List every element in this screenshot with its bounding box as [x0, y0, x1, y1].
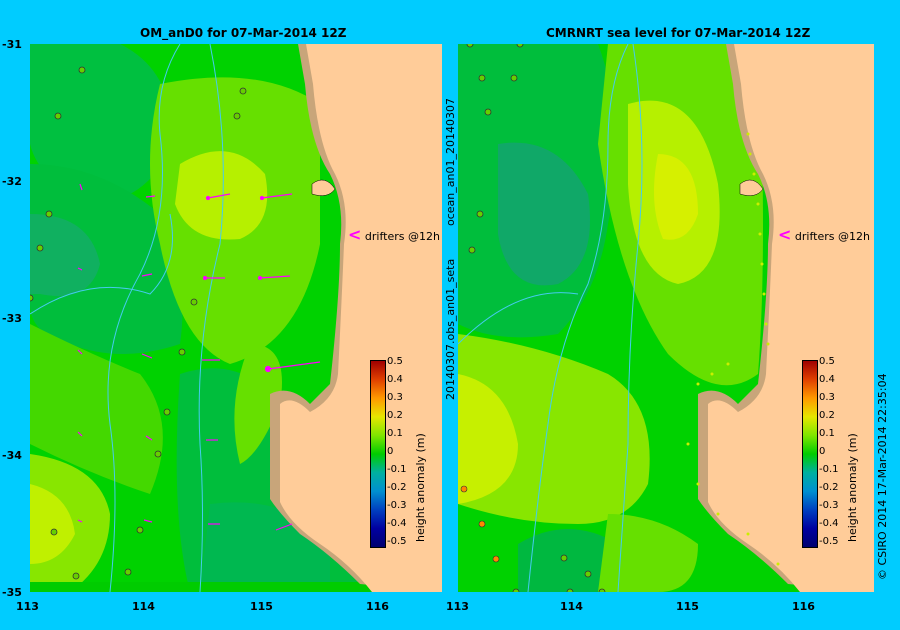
bathymetry-contour — [527, 44, 629, 592]
high-anomaly-region — [234, 344, 282, 464]
colorbar-tick: 0.3 — [819, 392, 835, 403]
colorbar-tick: -0.2 — [387, 482, 407, 493]
bathymetry-contour — [107, 44, 181, 592]
high-anomaly-center — [654, 154, 698, 240]
colorbar-tick: 0.1 — [387, 428, 403, 439]
high-anomaly-region — [30, 324, 163, 494]
colorbar-label: height anomaly (m) — [846, 433, 859, 542]
colorbar-tick: -0.4 — [387, 518, 407, 529]
lon-tick: 116 — [366, 600, 389, 613]
low-anomaly-region — [30, 44, 172, 199]
left-map[interactable]: < drifters @12h height anomaly (m) 0.5 0… — [30, 44, 442, 592]
colorbar-tick: 0 — [387, 446, 394, 457]
low-anomaly-center — [30, 214, 100, 296]
observation-stations — [30, 66, 247, 580]
bathymetry-contour — [617, 44, 643, 592]
right-map-field — [458, 44, 874, 592]
bathymetry-contour — [198, 44, 224, 592]
right-map-title: CMRNRT sea level for 07-Mar-2014 12Z — [546, 26, 811, 40]
low-anomaly-region — [30, 164, 183, 354]
lon-tick: 116 — [792, 600, 815, 613]
island — [311, 179, 336, 196]
observation-stations — [460, 485, 500, 563]
lon-tick: 113 — [446, 600, 469, 613]
colorbar-tick: -0.2 — [819, 482, 839, 493]
bathymetry-contour — [30, 213, 173, 315]
low-anomaly-center — [498, 142, 590, 286]
colorbar-tick: 0.2 — [819, 410, 835, 421]
lat-tick: -31 — [2, 38, 22, 51]
colorbar-tick: 0.4 — [819, 374, 835, 385]
left-map-title: OM_anD0 for 07-Mar-2014 12Z — [140, 26, 347, 40]
bathymetry-contour — [458, 292, 579, 345]
colorbar-tick: 0.4 — [387, 374, 403, 385]
land — [708, 44, 874, 592]
left-map-field — [30, 44, 442, 592]
drifter-legend: < drifters @12h — [348, 225, 440, 244]
high-anomaly-region — [598, 514, 698, 592]
colorbar-tick: 0.5 — [387, 356, 403, 367]
colorbar-tick: -0.1 — [387, 464, 407, 475]
right-map[interactable]: < drifters @12h height anomaly (m) 0.5 0… — [458, 44, 874, 592]
drifter-legend: < drifters @12h — [778, 225, 870, 244]
lon-tick: 113 — [16, 600, 39, 613]
high-anomaly-center — [30, 484, 75, 564]
colorbar-tick: -0.3 — [387, 500, 407, 511]
colorbar-tick: 0.2 — [387, 410, 403, 421]
lat-tick: -35 — [2, 586, 22, 599]
colorbar-tick: -0.1 — [819, 464, 839, 475]
colorbar-tick: 0 — [819, 446, 826, 457]
obs-run-label: 20140307.obs_an01_seta — [444, 258, 457, 400]
colorbar-tick: 0.3 — [387, 392, 403, 403]
lon-tick: 114 — [560, 600, 583, 613]
colorbar-tick: 0.1 — [819, 428, 835, 439]
lat-tick: -32 — [2, 175, 22, 188]
lon-tick: 114 — [132, 600, 155, 613]
credit-label: © CSIRO 2014 17-Mar-2014 22:35:04 — [876, 373, 889, 580]
lat-tick: -33 — [2, 312, 22, 325]
colorbar-tick: 0.5 — [819, 356, 835, 367]
colorbar-label: height anomaly (m) — [414, 433, 427, 542]
lat-tick: -34 — [2, 449, 22, 462]
lon-tick: 115 — [676, 600, 699, 613]
lon-tick: 115 — [250, 600, 273, 613]
drifter-vectors — [77, 183, 321, 531]
colorbar-tick: -0.5 — [819, 536, 839, 547]
observation-stations — [466, 44, 606, 592]
colorbar — [802, 360, 818, 548]
island — [739, 179, 764, 196]
altimetry-track — [686, 132, 780, 566]
model-run-label: ocean_an01_20140307 — [444, 98, 457, 226]
colorbar-tick: -0.4 — [819, 518, 839, 529]
colorbar-tick: -0.3 — [819, 500, 839, 511]
high-anomaly-center — [458, 374, 518, 504]
colorbar-tick: -0.5 — [387, 536, 407, 547]
colorbar — [370, 360, 386, 548]
land — [280, 44, 442, 592]
